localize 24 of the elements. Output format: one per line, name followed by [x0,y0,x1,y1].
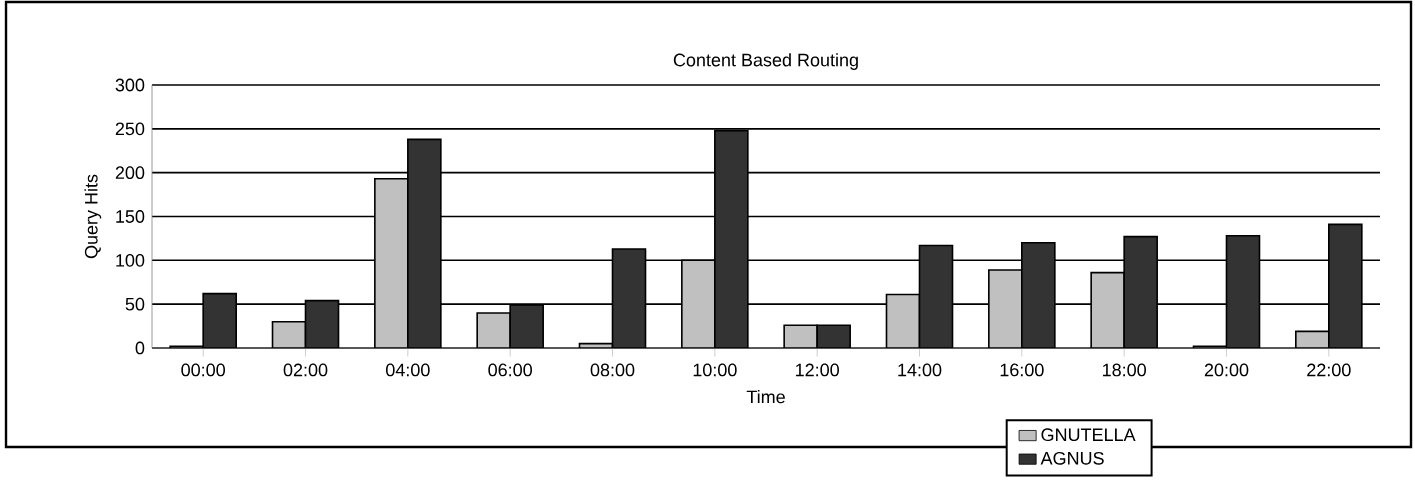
y-tick-label: 100 [116,253,145,267]
legend-label: GNUTELLA [1041,428,1136,442]
y-tick-label: 250 [115,122,145,136]
y-tick-label: 0 [135,341,145,355]
x-tick-label: 16:00 [1000,363,1044,377]
x-tick-label: 04:00 [386,363,430,377]
y-tick-label: 200 [115,166,145,180]
x-tick-label: 06:00 [488,363,532,377]
x-axis-title: Time [746,390,785,404]
y-tick-label: 150 [116,210,145,223]
x-tick-label: 20:00 [1204,363,1249,377]
x-tick-label: 18:00 [1103,363,1146,377]
x-tick-label: 12:00 [796,363,839,377]
y-tick-label: 300 [115,78,145,92]
x-tick-label: 08:00 [590,363,635,377]
x-tick-label: 22:00 [1307,363,1351,377]
y-axis-title: Query Hits [84,174,102,259]
chart-title: Content Based Routing [673,53,858,70]
legend-label: AGNUS [1040,451,1104,465]
x-tick-label: 00:00 [181,363,225,377]
x-tick-label: 10:00 [693,363,737,377]
x-tick-label: 14:00 [898,363,942,377]
y-tick-label: 50 [125,297,145,311]
x-tick-label: 02:00 [283,363,328,377]
